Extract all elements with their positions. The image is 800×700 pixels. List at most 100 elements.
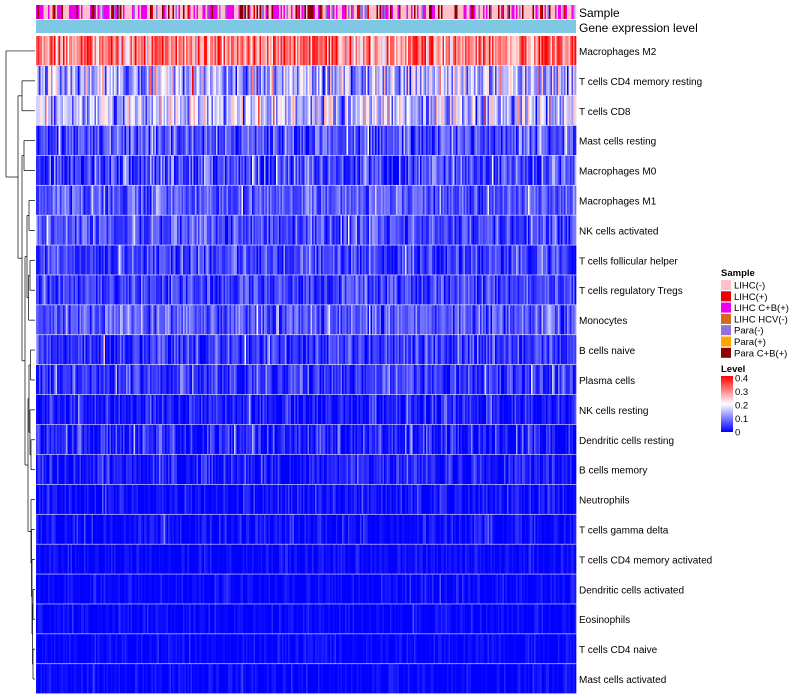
sample-annotation-cell <box>574 5 577 19</box>
sample-annotation-cell <box>555 5 557 19</box>
sample-annotation-cell <box>118 5 121 19</box>
sample-annotation-cell <box>406 5 409 19</box>
sample-annotation-cell <box>364 5 367 19</box>
sample-annotation-cell <box>69 5 71 19</box>
sample-annotation-cell <box>324 5 326 19</box>
sample-annotation-cell <box>528 5 530 19</box>
sample-annotation-cell <box>394 5 397 19</box>
sample-annotation-cell <box>331 5 334 19</box>
sample-annotation-cell <box>174 5 176 19</box>
sample-annotation-cell <box>178 5 181 19</box>
sample-legend-swatch <box>721 336 731 347</box>
sample-annotation-cell <box>441 5 443 19</box>
sample-annotation-cell <box>318 5 320 19</box>
row-label: T cells CD4 memory resting <box>579 77 702 88</box>
sample-annotation-cell <box>276 5 278 19</box>
sample-annotation-cell <box>523 5 526 19</box>
sample-annotation-cell <box>192 5 194 19</box>
sample-annotation-cell <box>415 5 418 19</box>
sample-annotation-cell <box>348 5 350 19</box>
sample-annotation-cell <box>498 5 500 19</box>
sample-annotation-cell <box>133 5 136 19</box>
sample-annotation-cell <box>264 5 266 19</box>
sample-annotation-cell <box>168 5 170 19</box>
sample-annotation-cell <box>121 5 124 19</box>
sample-annotation-cell <box>235 5 238 19</box>
sample-annotation-cell <box>199 5 202 19</box>
sample-annotation-cell <box>451 5 454 19</box>
sample-annotation-cell <box>238 5 241 19</box>
sample-annotation-cell <box>393 5 395 19</box>
sample-annotation-cell <box>166 5 169 19</box>
heatmap-row <box>36 365 577 395</box>
sample-annotation-cell <box>268 5 271 19</box>
sample-annotation-cell <box>151 5 154 19</box>
sample-annotation-cell <box>150 5 152 19</box>
sample-annotation-cell <box>114 5 116 19</box>
sample-annotation-cell <box>375 5 377 19</box>
sample-annotation-cell <box>550 5 553 19</box>
row-label: T cells CD4 naive <box>579 645 658 656</box>
sample-annotation-cell <box>58 5 61 19</box>
sample-annotation-cell <box>474 5 476 19</box>
sample-annotation-cell <box>558 5 560 19</box>
sample-annotation-cell <box>93 5 95 19</box>
sample-annotation-cell <box>439 5 442 19</box>
row-label: T cells gamma delta <box>579 526 669 537</box>
sample-annotation-cell <box>538 5 541 19</box>
sample-annotation-cell <box>568 5 571 19</box>
heatmap-row <box>36 36 577 66</box>
sample-annotation-cell <box>252 5 254 19</box>
sample-annotation-cell <box>354 5 356 19</box>
sample-annotation-cell <box>210 5 212 19</box>
sample-annotation-cell <box>87 5 89 19</box>
sample-legend-swatch <box>721 280 731 290</box>
heatmap-row <box>36 215 577 245</box>
sample-annotation-cell <box>517 5 520 19</box>
sample-annotation-cell <box>250 5 253 19</box>
sample-annotation-cell <box>444 5 446 19</box>
sample-annotation-cell <box>205 5 208 19</box>
sample-annotation-cell <box>351 5 353 19</box>
sample-annotation-cell <box>159 5 161 19</box>
sample-annotation-cell <box>496 5 499 19</box>
row-label: B cells naive <box>579 346 636 357</box>
sample-annotation-cell <box>271 5 274 19</box>
sample-annotation-cell <box>511 5 514 19</box>
row-labels: Macrophages M2 T cells CD4 memory resting… <box>579 47 712 686</box>
sample-annotation-cell <box>247 5 250 19</box>
heatmap-row <box>36 305 577 335</box>
sample-annotation-cell <box>79 5 82 19</box>
sample-annotation-cell <box>366 5 368 19</box>
row-label: Macrophages M2 <box>579 47 657 58</box>
sample-annotation-cell <box>564 5 566 19</box>
sample-annotation-cell <box>88 5 91 19</box>
sample-annotation-cell <box>543 5 545 19</box>
sample-annotation-cell <box>267 5 269 19</box>
sample-annotation-cell <box>525 5 527 19</box>
annotation-label-gene-expression: Gene expression level <box>579 21 698 35</box>
sample-annotation-cell <box>505 5 508 19</box>
sample-annotation-cell <box>432 5 434 19</box>
sample-annotation-cell <box>481 5 484 19</box>
sample-annotation-cell <box>480 5 482 19</box>
sample-annotation-cell <box>430 5 433 19</box>
level-colorbar <box>721 376 733 432</box>
sample-annotation-cell <box>556 5 559 19</box>
sample-annotation-cell <box>157 5 160 19</box>
sample-annotation-cell <box>352 5 355 19</box>
sample-annotation-cell <box>385 5 388 19</box>
sample-annotation-cell <box>60 5 62 19</box>
sample-annotation-cell <box>97 5 100 19</box>
sample-annotation-cell <box>460 5 463 19</box>
sample-annotation-cell <box>465 5 467 19</box>
sample-annotation-cell <box>532 5 535 19</box>
heatmap-row <box>36 454 577 485</box>
sample-annotation-cell <box>514 5 517 19</box>
row-label: Monocytes <box>579 316 627 327</box>
sample-annotation-cell <box>232 5 235 19</box>
row-label: T cells follicular helper <box>579 256 678 267</box>
sample-annotation-cell <box>411 5 413 19</box>
sample-annotation-cell <box>82 5 85 19</box>
heatmap-row <box>36 95 577 126</box>
